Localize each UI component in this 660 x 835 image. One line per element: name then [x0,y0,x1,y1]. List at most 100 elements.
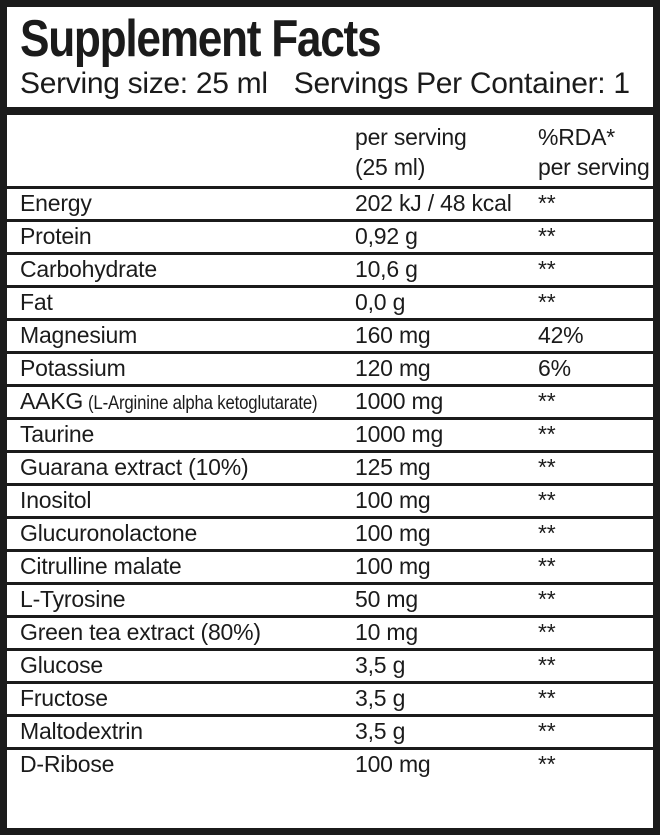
table-row: AAKG (L-Arginine alpha ketoglutarate) 100… [7,384,653,417]
nutrient-amount: 160 mg [355,322,431,348]
servings-per-container-text: Servings Per Container: 1 [293,67,630,100]
nutrient-rda: ** [538,256,556,282]
nutrient-rda: ** [538,487,556,513]
nutrient-name-cell: Taurine [7,420,355,450]
nutrient-name: Fat [20,289,53,315]
table-row: Citrulline malate 100 mg ** [7,549,653,582]
nutrient-name-cell: Potassium [7,354,355,384]
table-row: Energy 202 kJ / 48 kcal ** [7,186,653,219]
nutrient-name-cell: Magnesium [7,321,355,351]
label-header: Supplement Facts Serving size: 25 ml Ser… [7,7,653,115]
nutrient-name-cell: L-Tyrosine [7,585,355,615]
nutrient-amount: 10,6 g [355,256,418,282]
nutrient-amount: 125 mg [355,454,431,480]
nutrient-name: Carbohydrate [20,256,157,282]
page-title: Supplement Facts [20,10,382,68]
nutrient-name-cell: Inositol [7,486,355,516]
nutrient-name: Taurine [20,421,95,447]
nutrient-name: Magnesium [20,322,138,348]
table-row: Inositol 100 mg ** [7,483,653,516]
nutrient-rda: 42% [538,322,584,348]
nutrient-name-cell: Glucuronolactone [7,519,355,549]
nutrient-name: Fructose [20,685,108,711]
nutrient-rda: ** [538,652,556,678]
nutrient-name: Inositol [20,487,92,513]
nutrient-name-cell: Energy [7,189,355,219]
table-row: Protein 0,92 g ** [7,219,653,252]
table-row: Potassium 120 mg 6% [7,351,653,384]
nutrient-rda: ** [538,619,556,645]
nutrient-name: AAKG [20,388,84,414]
nutrient-name-cell: Glucose [7,651,355,681]
nutrient-name-cell: Carbohydrate [7,255,355,285]
nutrient-rda: ** [538,421,556,447]
nutrient-name-cell: D-Ribose [7,750,355,780]
nutrient-rda: ** [538,289,556,315]
table-row: D-Ribose 100 mg ** [7,747,653,780]
nutrient-rda: ** [538,190,556,216]
table-row: Green tea extract (80%) 10 mg ** [7,615,653,648]
nutrient-name: Citrulline malate [20,553,182,579]
nutrient-rda: ** [538,685,556,711]
nutrient-name: D-Ribose [20,751,115,777]
nutrient-name: Glucuronolactone [20,520,198,546]
table-row: Fat 0,0 g ** [7,285,653,318]
name-column-header [7,122,355,186]
nutrient-amount: 3,5 g [355,718,406,744]
nutrient-name: Potassium [20,355,126,381]
nutrient-name: Green tea extract (80%) [20,619,261,645]
nutrient-name-cell: Guarana extract (10%) [7,453,355,483]
rda-column-header-line1: %RDA* [538,124,615,150]
table-row: Carbohydrate 10,6 g ** [7,252,653,285]
nutrient-rda: ** [538,388,556,414]
amount-column-header-line1: per serving [355,124,467,150]
rda-column-header: %RDA* per serving [538,122,653,186]
nutrient-amount: 3,5 g [355,685,406,711]
table-column-header: per serving (25 ml) %RDA* per serving [7,115,653,186]
nutrient-rda: ** [538,586,556,612]
serving-info: Serving size: 25 ml Servings Per Contain… [20,65,643,102]
serving-size-text: Serving size: 25 ml [20,67,268,100]
rda-column-header-line2: per serving [538,154,650,180]
table-row: Guarana extract (10%) 125 mg ** [7,450,653,483]
table-row: Maltodextrin 3,5 g ** [7,714,653,747]
nutrient-name-cell: Fructose [7,684,355,714]
nutrient-name-cell: AAKG (L-Arginine alpha ketoglutarate) [7,387,355,417]
nutrient-amount: 100 mg [355,487,431,513]
nutrient-rda: ** [538,223,556,249]
nutrient-amount: 202 kJ / 48 kcal [355,190,512,216]
nutrient-name-cell: Citrulline malate [7,552,355,582]
nutrient-rda: 6% [538,355,571,381]
bottom-spacer [7,780,653,828]
nutrient-rows: Energy 202 kJ / 48 kcal ** Protein 0,92 … [7,186,653,780]
nutrient-name: Maltodextrin [20,718,143,744]
table-row: Magnesium 160 mg 42% [7,318,653,351]
nutrient-name-cell: Protein [7,222,355,252]
table-row: Glucose 3,5 g ** [7,648,653,681]
amount-column-header-line2: (25 ml) [355,154,426,180]
nutrient-amount: 100 mg [355,520,431,546]
table-row: Glucuronolactone 100 mg ** [7,516,653,549]
nutrient-amount: 10 mg [355,619,418,645]
nutrient-name-cell: Fat [7,288,355,318]
nutrient-amount: 120 mg [355,355,431,381]
nutrient-name-cell: Maltodextrin [7,717,355,747]
nutrient-amount: 100 mg [355,751,431,777]
nutrient-amount: 1000 mg [355,388,444,414]
nutrient-rda: ** [538,751,556,777]
nutrient-name: Energy [20,190,92,216]
nutrient-amount: 3,5 g [355,652,406,678]
table-row: Fructose 3,5 g ** [7,681,653,714]
nutrient-rda: ** [538,553,556,579]
nutrient-note: (L-Arginine alpha ketoglutarate) [88,392,318,414]
nutrient-rda: ** [538,454,556,480]
nutrient-amount: 0,92 g [355,223,418,249]
nutrient-amount: 1000 mg [355,421,444,447]
table-row: L-Tyrosine 50 mg ** [7,582,653,615]
nutrient-name-cell: Green tea extract (80%) [7,618,355,648]
nutrient-amount: 100 mg [355,553,431,579]
nutrient-rda: ** [538,520,556,546]
nutrient-name: Guarana extract (10%) [20,454,249,480]
nutrient-name: Protein [20,223,92,249]
